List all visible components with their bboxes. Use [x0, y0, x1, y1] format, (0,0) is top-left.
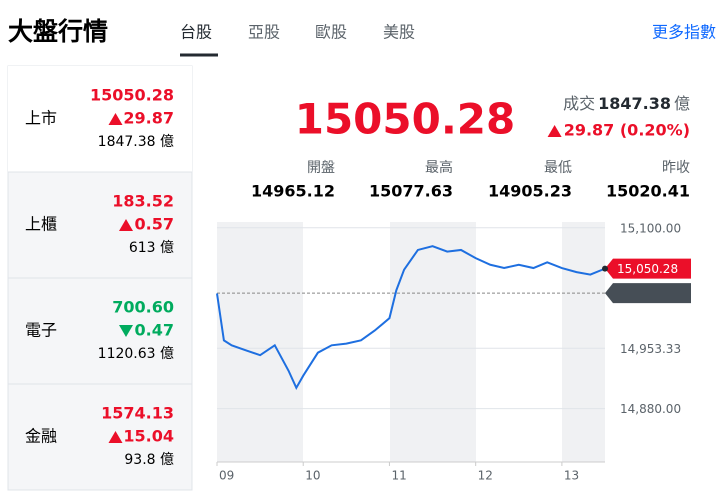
change-arrow [108, 113, 123, 125]
index-change: 29.87 (0.20%) [564, 121, 690, 140]
tab[interactable]: 台股 [180, 23, 212, 42]
change-arrow [547, 125, 562, 137]
market-volume: 1120.63 億 [98, 346, 174, 362]
volume: 成交 1847.38 億 [563, 94, 690, 113]
change-arrow [119, 325, 133, 337]
market-volume: 93.8 億 [124, 452, 174, 468]
market-change: 29.87 [123, 109, 174, 128]
x-tick-label: 12 [478, 469, 493, 483]
market-name: 金融 [25, 427, 57, 446]
price-line [216, 245, 606, 391]
stat-label: 最高 [425, 159, 453, 176]
current-price-label: 15,050.28 [617, 262, 678, 276]
selected-market [8, 66, 192, 172]
stat-label: 最低 [544, 160, 572, 176]
volume-part: 億 [674, 94, 690, 113]
market-volume: 1847.38 億 [98, 134, 174, 150]
change-arrow [119, 219, 133, 231]
last-point [602, 265, 608, 272]
index-price: 15050.28 [295, 95, 516, 144]
stat-value: 14905.23 [488, 182, 572, 201]
stat-value: 15020.41 [606, 182, 690, 201]
x-tick-label: 13 [564, 469, 579, 483]
x-tick-label: 11 [391, 469, 406, 483]
market-name: 上櫃 [25, 215, 57, 234]
x-tick-label: 09 [219, 469, 234, 483]
market-name: 上市 [25, 109, 57, 128]
stat-label: 開盤 [307, 160, 335, 176]
volume-part: 成交 [563, 94, 595, 113]
y-tick-label: 15,100.00 [620, 221, 681, 235]
market-volume: 613 億 [129, 240, 174, 256]
market-price: 15050.28 [90, 86, 174, 105]
tab[interactable]: 歐股 [315, 23, 347, 42]
more-link[interactable]: 更多指數 [652, 23, 716, 42]
title: 大盤行情 [8, 17, 108, 46]
current-price-tag [605, 258, 691, 279]
tab[interactable]: 美股 [383, 23, 415, 42]
prev-close-tag [605, 283, 691, 304]
market-change: 0.47 [135, 321, 174, 340]
y-tick-label: 14,953.33 [620, 342, 681, 356]
stat-label: 昨收 [662, 160, 690, 176]
y-tick-label: 14,880.00 [620, 402, 681, 416]
stat-value: 15077.63 [369, 182, 453, 201]
x-tick-label: 10 [305, 469, 320, 483]
market-name: 電子 [25, 321, 57, 340]
market-change: 15.04 [123, 427, 174, 446]
market-price: 183.52 [112, 192, 174, 211]
tab[interactable]: 亞股 [248, 23, 280, 42]
market-price: 700.60 [112, 298, 174, 317]
volume-part: 1847.38 [598, 94, 671, 113]
market-change: 0.57 [135, 215, 174, 234]
stat-value: 14965.12 [251, 182, 335, 201]
change-arrow [108, 431, 123, 443]
market-price: 1574.13 [101, 404, 174, 423]
plot-background [217, 222, 605, 463]
